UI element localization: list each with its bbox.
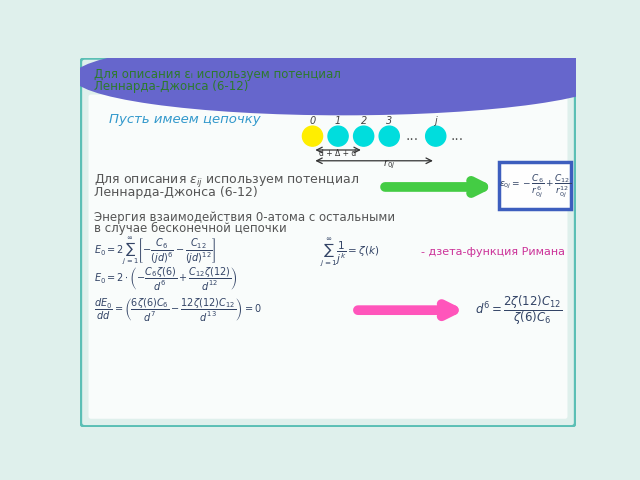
Text: j: j (435, 116, 437, 126)
FancyBboxPatch shape (81, 59, 575, 426)
Text: $\sum_{j=1}^{\infty}\dfrac{1}{j^k}=\zeta(k)$: $\sum_{j=1}^{\infty}\dfrac{1}{j^k}=\zeta… (320, 236, 380, 267)
Text: $E_{0} = 2 \cdot \left(-\dfrac{C_6\zeta(6)}{d^6}+\dfrac{C_{12}\zeta(12)}{d^{12}}: $E_{0} = 2 \cdot \left(-\dfrac{C_6\zeta(… (94, 266, 237, 293)
Text: в случае бесконечной цепочки: в случае бесконечной цепочки (94, 222, 287, 235)
Circle shape (379, 126, 399, 146)
Text: Пусть имеем цепочку: Пусть имеем цепочку (109, 113, 261, 126)
Circle shape (328, 126, 348, 146)
Circle shape (426, 126, 446, 146)
Text: $E_{0} = 2\sum_{j=1}^{\infty}\left[-\dfrac{C_6}{(jd)^6}-\dfrac{C_{12}}{(jd)^{12}: $E_{0} = 2\sum_{j=1}^{\infty}\left[-\dfr… (94, 236, 216, 267)
FancyBboxPatch shape (88, 95, 568, 419)
Text: Энергия взаимодействия 0-атома с остальными: Энергия взаимодействия 0-атома с остальн… (94, 211, 395, 224)
Text: $d^6=\dfrac{2\zeta(12)C_{12}}{\zeta(6)C_6}$: $d^6=\dfrac{2\zeta(12)C_{12}}{\zeta(6)C_… (476, 293, 563, 327)
Text: Для описания εᵢ используем потенциал: Для описания εᵢ используем потенциал (94, 68, 341, 81)
Text: 1: 1 (335, 116, 341, 126)
Text: - дзета-функция Римана: - дзета-функция Римана (421, 247, 565, 257)
Text: Леннарда-Джонса (6-12): Леннарда-Джонса (6-12) (94, 186, 258, 199)
Text: 0: 0 (309, 116, 316, 126)
Circle shape (303, 126, 323, 146)
Text: Для описания $\varepsilon_{ij}$ используем потенциал: Для описания $\varepsilon_{ij}$ использу… (94, 172, 359, 189)
Text: Леннарда-Джонса (6-12): Леннарда-Джонса (6-12) (94, 80, 248, 93)
Text: 3: 3 (386, 116, 392, 126)
Text: 2: 2 (360, 116, 367, 126)
Text: $r_{0j}$: $r_{0j}$ (383, 158, 396, 171)
Ellipse shape (72, 38, 615, 115)
Text: ...: ... (450, 129, 463, 143)
Text: $\varepsilon_{0j}=-\dfrac{C_6}{r_{0j}^{6}}+\dfrac{C_{12}}{r_{0j}^{12}}$: $\varepsilon_{0j}=-\dfrac{C_6}{r_{0j}^{6… (499, 172, 571, 199)
Text: d + Δ + d: d + Δ + d (319, 149, 356, 158)
Text: ...: ... (406, 129, 419, 143)
FancyBboxPatch shape (499, 162, 572, 208)
Circle shape (353, 126, 374, 146)
Text: $\dfrac{dE_0}{dd}=\left(\dfrac{6\zeta(6)C_6}{d^7}-\dfrac{12\zeta(12)C_{12}}{d^{1: $\dfrac{dE_0}{dd}=\left(\dfrac{6\zeta(6)… (94, 297, 262, 324)
